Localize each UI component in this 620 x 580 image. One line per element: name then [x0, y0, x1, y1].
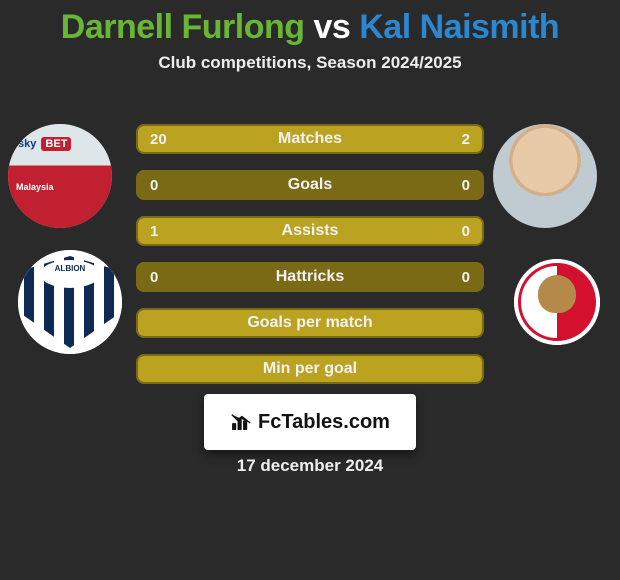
stat-row: Matches20 2 [136, 124, 484, 154]
player1-name: Darnell Furlong [61, 8, 305, 46]
stat-row: Assists1 0 [136, 216, 484, 246]
player1-avatar: sky BET Malaysia [8, 124, 112, 228]
vs-text: vs [313, 8, 350, 46]
stat-label: Matches [138, 126, 482, 152]
brand-text: FcTables.com [258, 411, 390, 434]
player2-name: Kal Naismith [359, 8, 559, 46]
stat-value-left: 20 [138, 126, 179, 152]
comparison-title: Darnell Furlong vs Kal Naismith [0, 0, 620, 47]
wba-badge-placeholder: ALBION [18, 250, 122, 354]
brand-footer: FcTables.com [204, 394, 416, 450]
date-text: 17 december 2024 [0, 456, 620, 476]
chart-icon [230, 411, 252, 433]
stat-value-right: 0 [450, 264, 482, 290]
stat-label: Goals [138, 172, 482, 198]
stat-label: Assists [138, 218, 482, 244]
player1-avatar-placeholder: sky BET Malaysia [8, 124, 112, 228]
stat-value-left: 0 [138, 172, 170, 198]
bristol-badge-placeholder [514, 259, 600, 345]
comparison-bars: Matches202Goals00Assists10Hattricks00Goa… [136, 124, 484, 400]
stat-row: Goals per match [136, 308, 484, 338]
player1-club-badge: ALBION [18, 250, 122, 354]
stat-label: Hattricks [138, 264, 482, 290]
player2-avatar [493, 124, 597, 228]
player2-avatar-placeholder [493, 124, 597, 228]
stat-value-left: 1 [138, 218, 170, 244]
player2-club-badge [514, 259, 600, 345]
stat-label: Min per goal [138, 356, 482, 382]
stat-value-left: 0 [138, 264, 170, 290]
stat-value-right: 2 [450, 126, 482, 152]
stat-row: Hattricks0 0 [136, 262, 484, 292]
stat-label: Goals per match [138, 310, 482, 336]
stat-row: Min per goal [136, 354, 484, 384]
subtitle: Club competitions, Season 2024/2025 [0, 53, 620, 73]
stat-value-right: 0 [450, 172, 482, 198]
stat-value-right: 0 [450, 218, 482, 244]
stat-row: Goals0 0 [136, 170, 484, 200]
